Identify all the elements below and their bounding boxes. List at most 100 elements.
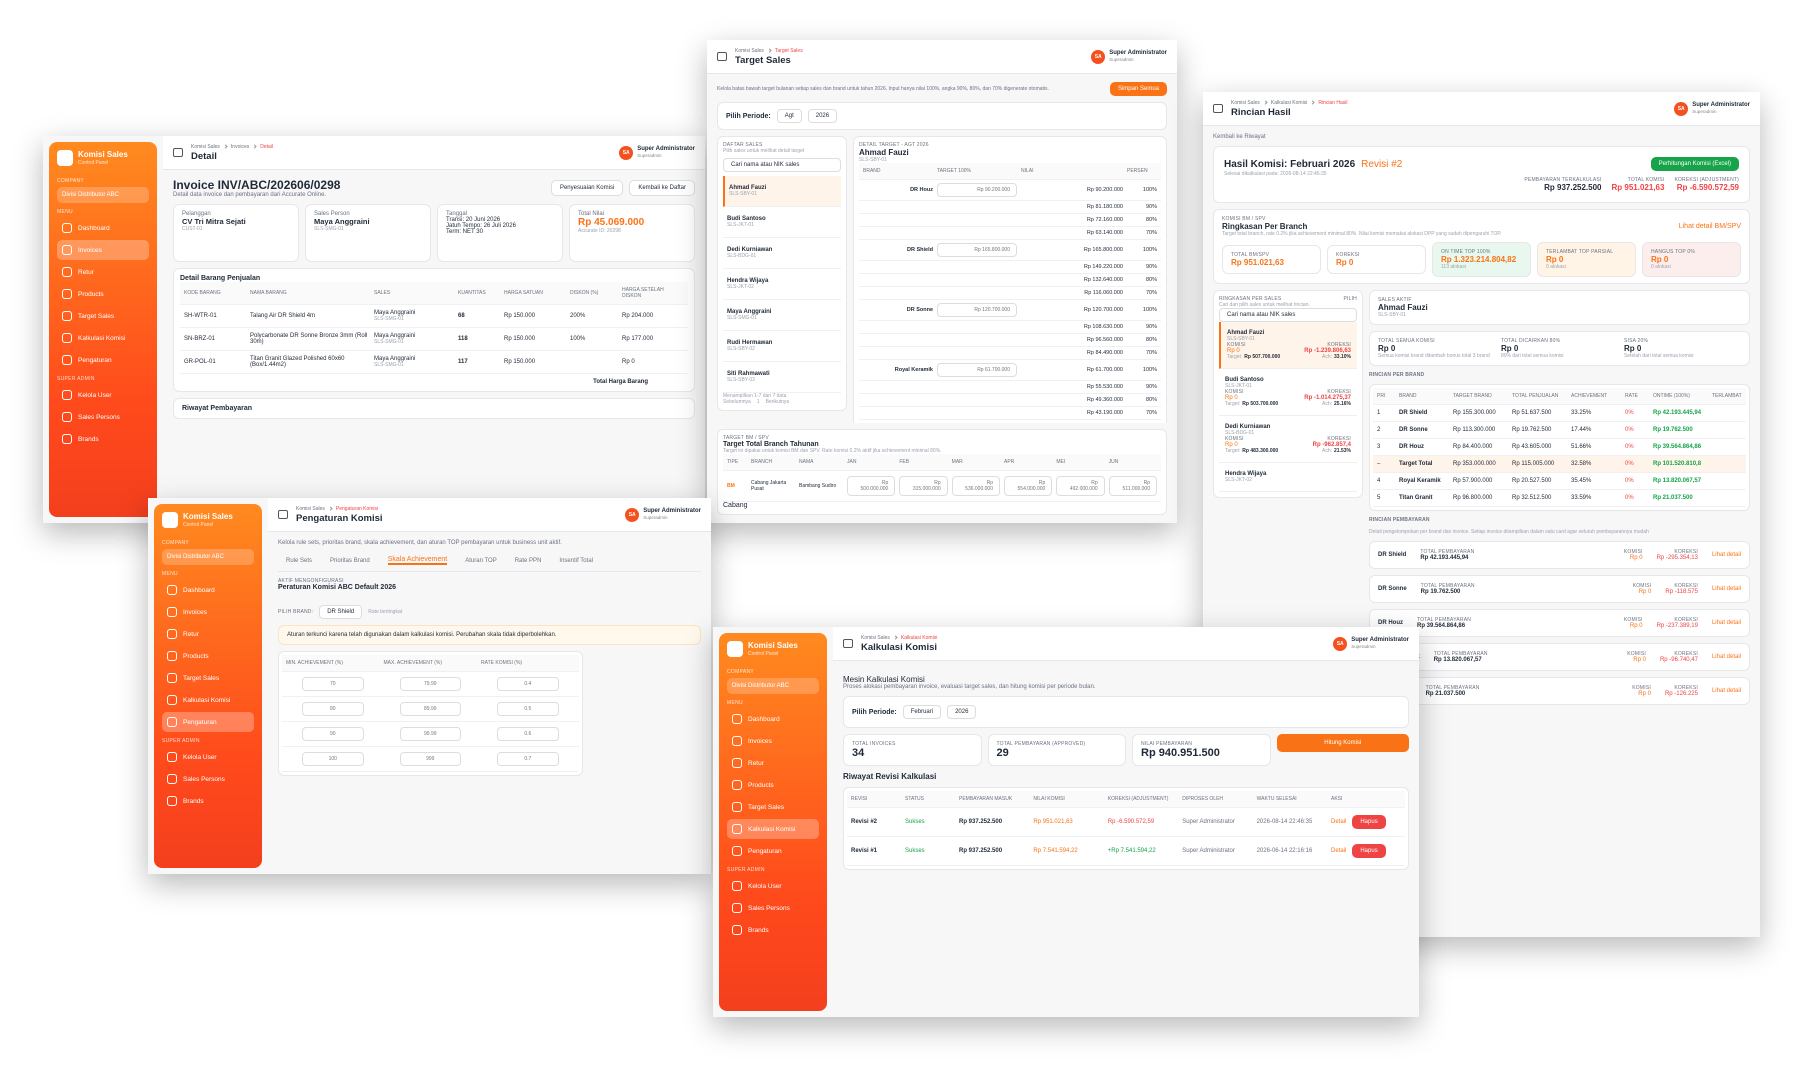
section-label: MENU (162, 571, 178, 577)
menu-item[interactable]: Kalkulasi Komisi (183, 696, 231, 704)
button[interactable]: Penyesuaian Komisi (550, 180, 624, 196)
avatar: SA (1333, 636, 1348, 651)
cell: DR Shield (1399, 410, 1428, 416)
menu-item[interactable]: Retur (78, 268, 94, 276)
c: TOTAL PEMBAYARAN Rp 42.193.445,94 (1420, 549, 1474, 561)
column-header: ONTIME (100%) (1653, 393, 1690, 399)
label: TOTAL PEMBAYARAN (1417, 617, 1472, 623)
percent: 80% (1145, 217, 1157, 223)
menu-item[interactable]: Dashboard (183, 586, 215, 594)
pager-button[interactable]: Berikutnya (765, 399, 790, 405)
menu-item[interactable]: Dashboard (78, 224, 110, 232)
menu-icon (732, 881, 742, 891)
button[interactable]: Hitung Komisi (1276, 734, 1409, 752)
company-select[interactable]: Divisi Distributor ABC (727, 678, 819, 694)
button[interactable]: Perhitungan Komisi (Excel) (1650, 157, 1739, 171)
cell: Rp 13.820.067,57 (1653, 478, 1702, 484)
link[interactable]: Lihat detail BM/SPV (1678, 223, 1741, 230)
target-input[interactable]: Rp 61.700.000 (937, 363, 1017, 377)
link[interactable]: Lihat detail (1711, 552, 1741, 558)
menu-item[interactable]: Sales Persons (78, 413, 120, 421)
target-row: Rp 55.530.000 90% (859, 381, 1161, 394)
user-name: Super Administrator (1109, 50, 1167, 56)
button[interactable]: Kembali ke Daftar (629, 180, 695, 196)
target-input[interactable]: Rp 165.800.000 (937, 243, 1017, 257)
search[interactable]: Cari nama atau NIK sales (723, 158, 841, 172)
menu-item[interactable]: Kelola User (183, 753, 217, 761)
pager-button[interactable]: 1 (756, 399, 760, 405)
menu-item[interactable]: Products (748, 781, 774, 789)
select[interactable]: 2026 (807, 109, 838, 123)
label: KOMISI (1225, 389, 1244, 395)
menu-item[interactable]: Target Sales (748, 803, 785, 811)
company-select[interactable]: Divisi Distributor ABC (57, 187, 149, 203)
breadcrumb-separator (893, 635, 898, 640)
menu-item[interactable]: Retur (183, 630, 199, 638)
tab[interactable]: Aturan TOP (465, 557, 497, 564)
action[interactable]: Hapus (1352, 844, 1386, 858)
label: Target: (1225, 401, 1241, 407)
menu-item[interactable]: Brands (183, 797, 204, 805)
tab[interactable]: Insentif Total (559, 557, 593, 564)
menu-item[interactable]: Retur (748, 759, 764, 767)
menu-item[interactable]: Kelola User (748, 882, 782, 890)
menu-item[interactable]: Sales Persons (183, 775, 225, 783)
company-select[interactable]: Divisi Distributor ABC (162, 549, 254, 565)
select[interactable]: DR Shield (319, 605, 363, 619)
menu-item[interactable]: Products (183, 652, 209, 660)
link[interactable]: Lihat detail (1711, 620, 1741, 626)
user-menu: SA Super Administrator Superadmin (1091, 49, 1167, 64)
target-input[interactable]: Rp 90.200.000 (937, 183, 1017, 197)
menu-item[interactable]: Brands (78, 435, 99, 443)
target: Rp 507.700.000 (1244, 354, 1281, 360)
pager-button[interactable]: Sebelumnya (723, 399, 751, 405)
cell: 99.99 (399, 727, 462, 741)
menu-item[interactable]: Pengaturan (748, 847, 782, 855)
column-header: TARGET BRAND (1453, 393, 1492, 399)
action[interactable]: Detail (1331, 819, 1347, 825)
menu-item[interactable]: Pengaturan (78, 356, 112, 364)
menu-item[interactable]: Brands (748, 926, 769, 934)
action[interactable]: Hapus (1352, 815, 1386, 829)
menu-item[interactable]: Dashboard (748, 715, 780, 723)
menu-item[interactable]: Sales Persons (748, 904, 790, 912)
menu-item[interactable]: Invoices (748, 737, 772, 745)
link[interactable]: Lihat detail (1711, 586, 1741, 592)
select[interactable]: Februari (902, 705, 942, 719)
search[interactable]: Cari nama atau NIK sales (1219, 308, 1357, 322)
app-window: Komisi Sales Kalkulasi Komisi Rincian Hasi… (1203, 92, 1760, 937)
menu-item[interactable]: Products (78, 290, 104, 298)
menu-item[interactable]: Target Sales (78, 312, 115, 320)
link[interactable]: Lihat detail (1711, 654, 1741, 660)
menu-item: Brands (727, 920, 819, 940)
column-header: BRANCH (751, 459, 773, 465)
text: 117 (458, 359, 468, 365)
menu-item[interactable]: Kalkulasi Komisi (748, 825, 796, 833)
tab[interactable]: Rule Sets (286, 557, 313, 564)
back-link[interactable]: Kembali ke Riwayat (1213, 134, 1266, 140)
menu-item[interactable]: Kelola User (78, 391, 112, 399)
tab[interactable]: Prioritas Brand (330, 557, 370, 564)
target-input[interactable]: Rp 120.700.000 (937, 303, 1017, 317)
sales-item: Hendra Wijaya SLS-JKT-02 (723, 269, 841, 300)
link[interactable]: Lihat detail (1711, 688, 1741, 694)
menu-item[interactable]: Invoices (78, 246, 102, 254)
tab[interactable]: Rate PPN (514, 557, 542, 564)
menu-item: Invoices (727, 731, 819, 751)
stats-row: TOTAL INVOICES 34 TOTAL PEMBAYARAN (APPROV… (843, 734, 1409, 766)
select[interactable]: Agt (776, 109, 802, 123)
menu-item[interactable]: Target Sales (183, 674, 220, 682)
sub: 0 alokasi (1546, 264, 1566, 270)
period-card: Pilih Periode: Agt 2026 (717, 102, 1167, 130)
total: Rp 13.820.067,57 (1433, 657, 1482, 663)
select[interactable]: 2026 (947, 705, 977, 719)
sales-name: Ahmad Fauzi (729, 185, 767, 191)
label: KOMISI (1627, 651, 1646, 657)
cell: 0% (1625, 444, 1634, 450)
action[interactable]: Detail (1331, 848, 1347, 854)
menu-item[interactable]: Pengaturan (183, 718, 217, 726)
tab[interactable]: Skala Achievement (387, 556, 448, 565)
button[interactable]: Simpan Semua (1109, 82, 1167, 96)
menu-item[interactable]: Invoices (183, 608, 207, 616)
menu-item[interactable]: Kalkulasi Komisi (78, 334, 126, 342)
